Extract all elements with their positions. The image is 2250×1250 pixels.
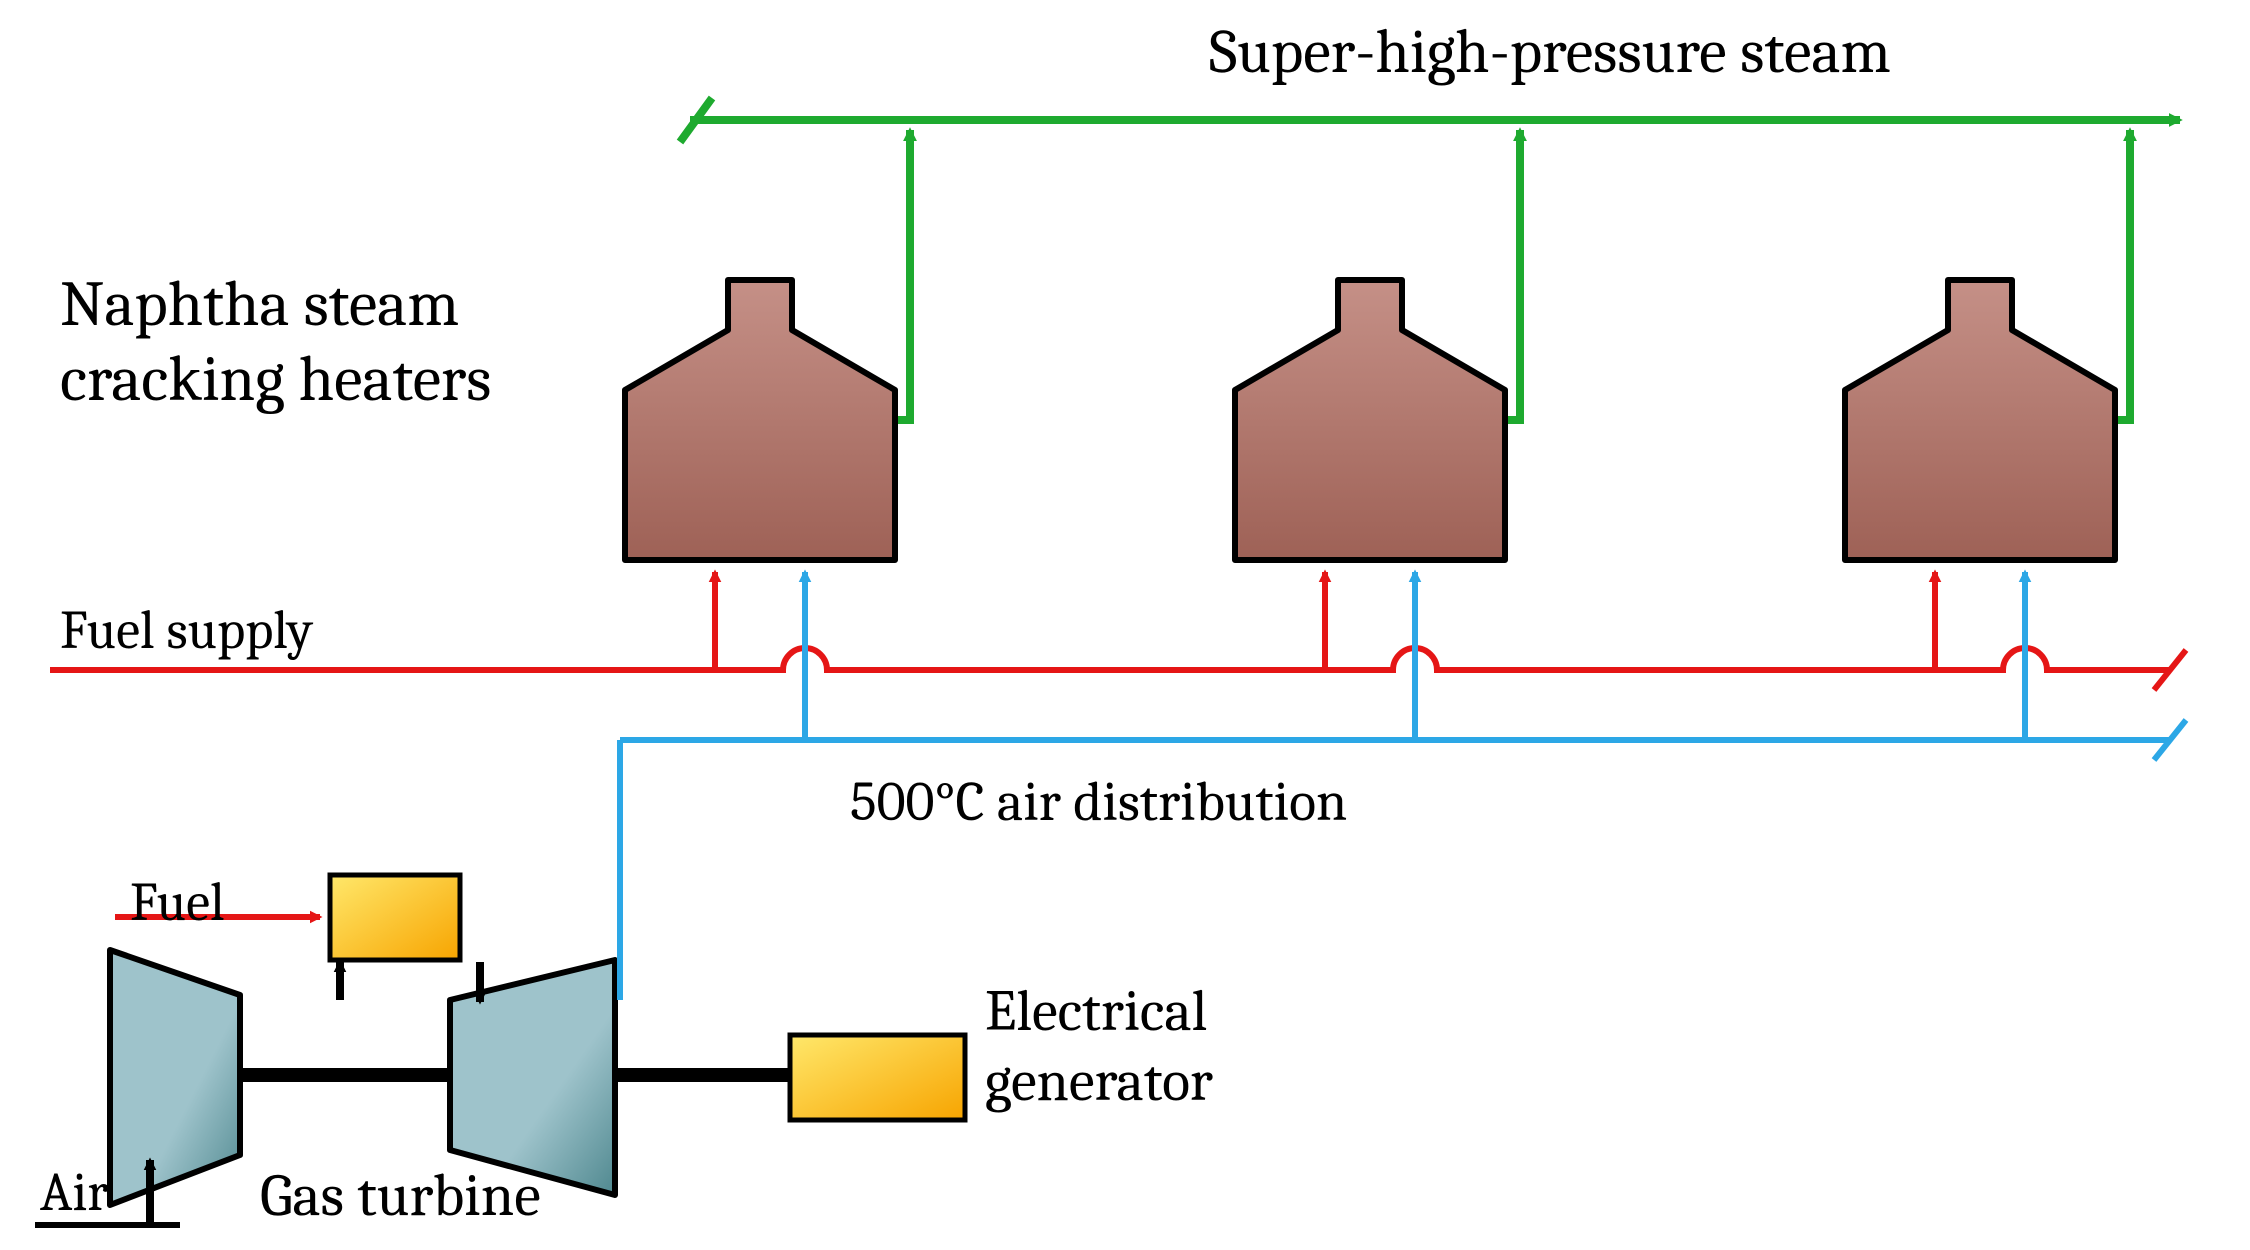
- steam_header-label: Super-high-pressure steam: [1209, 16, 1891, 88]
- heaters_l2-label: cracking heaters: [60, 342, 491, 416]
- air-label: Air: [40, 1161, 109, 1224]
- turbine: [450, 960, 615, 1195]
- steam-branch: [895, 130, 910, 420]
- cracking-heater: [625, 280, 895, 560]
- combustor: [330, 875, 460, 960]
- electrical-generator: [790, 1035, 965, 1120]
- cracking-heater: [1845, 280, 2115, 560]
- air_dist-label: 500°C air distribution: [850, 770, 1347, 834]
- fuel_supply-label: Fuel supply: [60, 599, 314, 662]
- heaters_l1-label: Naphtha steam: [60, 267, 459, 341]
- fuel-supply-line: [50, 648, 2170, 670]
- elec_gen_l1-label: Electrical: [985, 978, 1207, 1045]
- fuel-label: Fuel: [130, 871, 225, 934]
- compressor: [110, 950, 240, 1205]
- steam-branch: [1505, 130, 1520, 420]
- gas_turbine-label: Gas turbine: [260, 1161, 541, 1230]
- steam-branch: [2115, 130, 2130, 420]
- elec_gen_l2-label: generator: [985, 1048, 1213, 1115]
- cracking-heater: [1235, 280, 1505, 560]
